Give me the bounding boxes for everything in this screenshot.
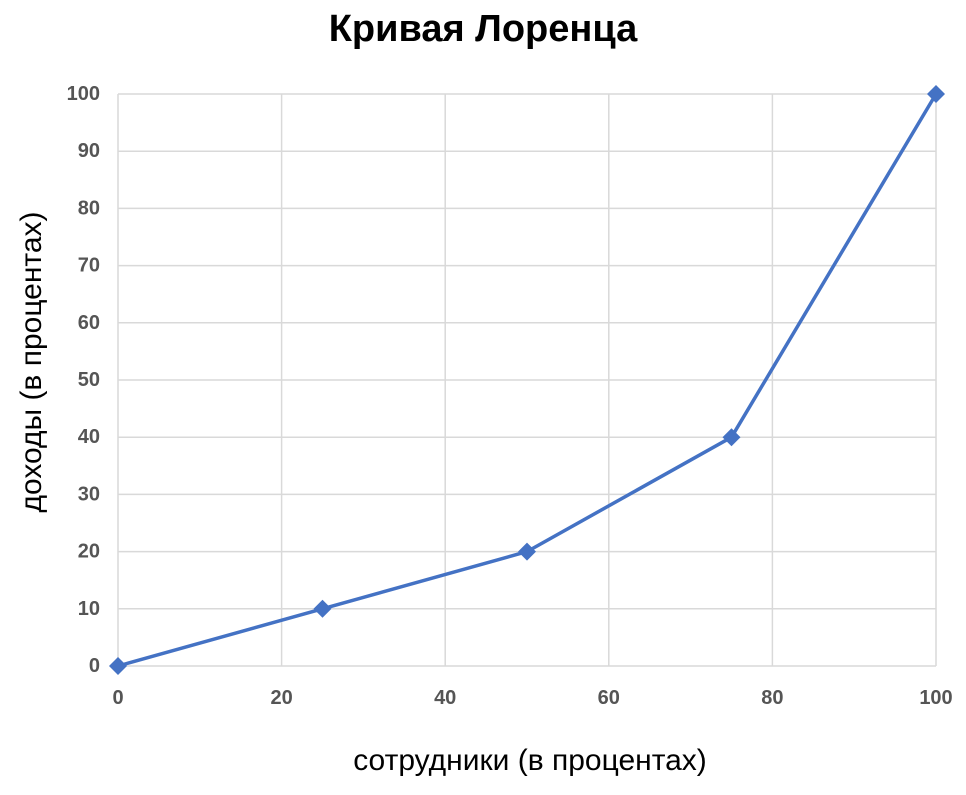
y-tick-label: 90 (78, 140, 100, 162)
data-point-marker (518, 542, 536, 561)
data-point-marker (109, 657, 127, 675)
chart-title: Кривая Лоренца (328, 8, 638, 50)
y-axis-ticks: 0 10 20 30 40 50 60 70 80 90 100 (67, 83, 100, 677)
y-tick-label: 30 (78, 483, 100, 505)
y-tick-label: 80 (78, 197, 100, 219)
x-tick-label: 80 (761, 687, 783, 709)
y-tick-label: 70 (78, 255, 100, 277)
x-tick-label: 40 (434, 687, 456, 709)
data-point-marker (313, 599, 332, 618)
x-tick-label: 20 (270, 687, 292, 709)
x-axis-label: сотрудники (в процентах) (353, 744, 707, 777)
y-tick-label: 0 (89, 655, 100, 677)
x-tick-label: 100 (919, 687, 952, 709)
y-tick-label: 60 (78, 312, 100, 334)
y-axis-label: доходы (в процентах) (15, 211, 48, 513)
y-tick-label: 10 (78, 598, 100, 620)
x-tick-label: 60 (598, 687, 620, 709)
y-tick-label: 50 (78, 369, 100, 391)
data-point-marker (927, 85, 945, 103)
y-tick-label: 20 (78, 541, 100, 563)
y-tick-label: 100 (67, 83, 100, 105)
data-point-marker (722, 428, 741, 447)
series-lorenz (109, 85, 945, 675)
y-tick-label: 40 (78, 426, 100, 448)
x-tick-label: 0 (112, 687, 123, 709)
x-axis-ticks: 0 20 40 60 80 100 (112, 687, 952, 709)
grid (117, 93, 937, 667)
